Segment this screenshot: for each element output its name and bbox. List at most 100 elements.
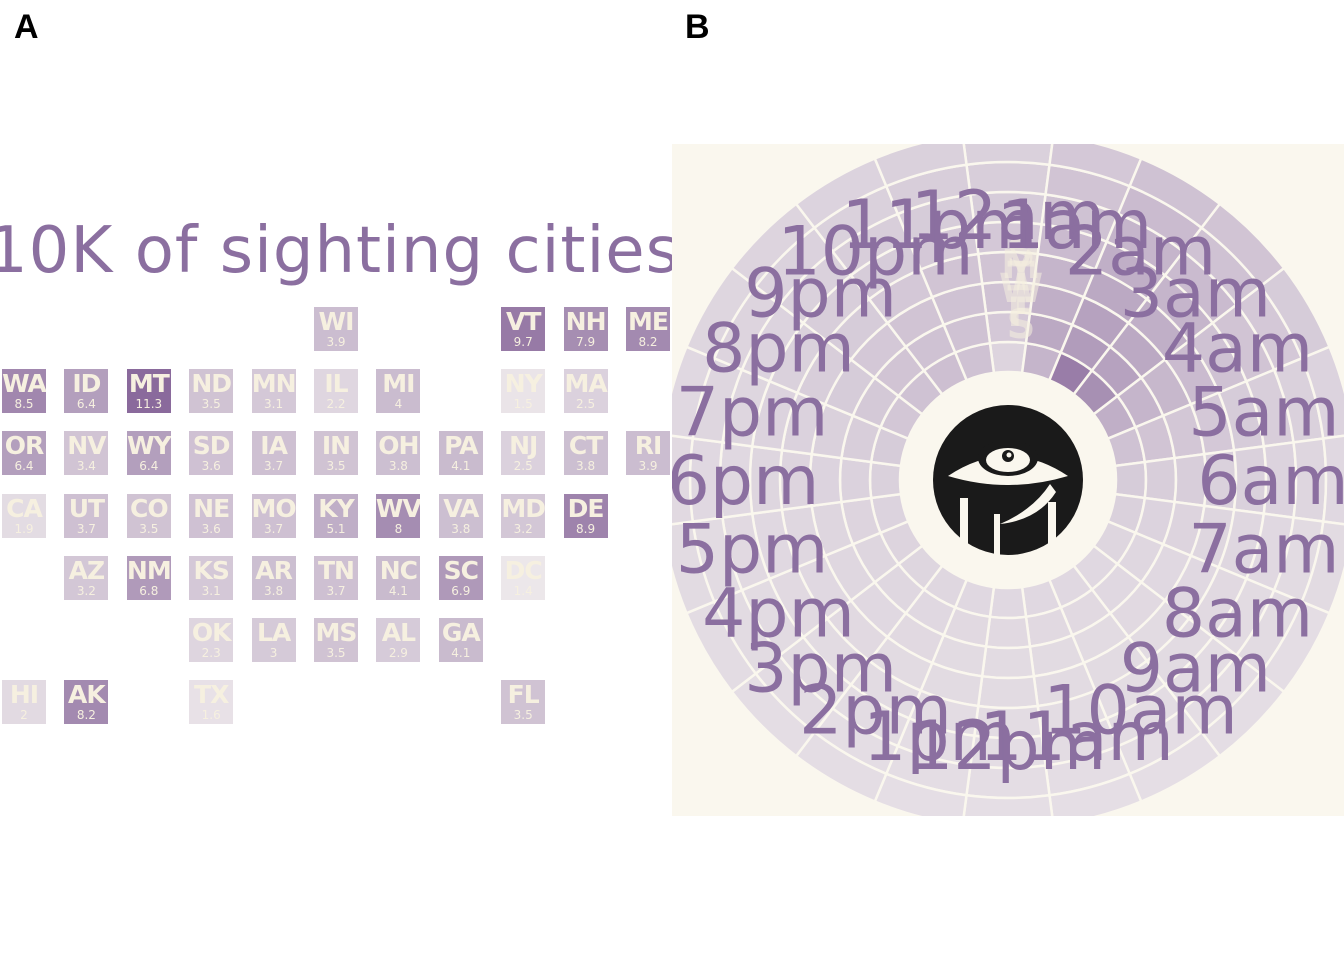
state-tile-map: 10K of sighting cities WI 3.9 VT 9.7 NH 7.9 ME… — [0, 214, 672, 725]
hour-label-12am: 12am — [911, 177, 1105, 256]
state-value: 3.6 — [201, 521, 221, 536]
state-value: 4.1 — [388, 583, 408, 598]
state-value: 3.9 — [638, 459, 658, 474]
state-value: 2.5 — [576, 397, 596, 412]
heat-cell-12pm-ring-0 — [988, 585, 1028, 620]
state-tile-nv: NV 3.4 — [64, 431, 109, 476]
panel-b-label: B — [685, 8, 710, 46]
state-value: 6.4 — [76, 397, 96, 412]
state-tile-vt: VT 9.7 — [501, 307, 546, 351]
state-tile-ga: GA 4.1 — [438, 618, 483, 662]
day-letter: F — [1007, 290, 1034, 336]
hour-label-11pm: 11pm — [841, 186, 1037, 265]
state-tile-co: CO 3.5 — [126, 493, 171, 538]
state-tile-sc: SC 6.9 — [438, 555, 483, 600]
hour-label-3am: 3am — [1120, 255, 1271, 334]
hour-label-10pm: 10pm — [778, 213, 974, 292]
hour-label-11am: 11am — [979, 698, 1173, 777]
state-value: 4.1 — [451, 646, 471, 660]
state-abbr: WI — [318, 307, 355, 336]
hour-label-12pm: 12pm — [910, 707, 1106, 786]
hour-label-7am: 7am — [1188, 511, 1339, 590]
ufo-icon-part — [994, 514, 1000, 564]
state-abbr: NH — [565, 307, 607, 336]
heat-cell-12am-ring-7 — [962, 144, 1054, 167]
hour-label-4am: 4am — [1162, 310, 1313, 389]
state-abbr: TX — [194, 680, 229, 710]
state-abbr: WA — [2, 369, 46, 399]
state-tile-al: AL 2.9 — [376, 618, 421, 662]
state-abbr: PA — [444, 431, 478, 461]
state-tile-tn: TN 3.7 — [314, 555, 358, 600]
state-abbr: CT — [568, 431, 603, 461]
state-tile-hi: HI 2 — [2, 680, 46, 725]
state-abbr: GA — [441, 618, 481, 647]
state-abbr: NE — [193, 493, 230, 523]
state-value: 2.5 — [513, 459, 533, 474]
state-tile-md: MD 3.2 — [501, 493, 546, 538]
state-tile-az: AZ 3.2 — [64, 555, 109, 600]
hour-label-5pm: 5pm — [676, 511, 829, 590]
state-tile-ar: AR 3.8 — [251, 555, 296, 600]
state-abbr: AR — [255, 555, 293, 585]
state-abbr: MS — [315, 618, 358, 647]
state-abbr: MD — [501, 493, 545, 523]
hour-label-2am: 2am — [1065, 213, 1216, 292]
ufo-icon-part — [1048, 502, 1056, 552]
state-abbr: ME — [628, 307, 669, 336]
state-abbr: AL — [381, 618, 416, 647]
state-value: 6.4 — [139, 459, 159, 474]
state-abbr: IA — [260, 431, 288, 461]
hour-label-4pm: 4pm — [702, 575, 855, 654]
state-value: 7.9 — [576, 335, 596, 349]
heat-cell-6am-ring-1 — [1143, 456, 1178, 504]
state-tile-ut: UT 3.7 — [64, 493, 109, 538]
state-value: 8 — [394, 521, 403, 536]
state-abbr: VT — [505, 307, 541, 336]
state-value: 9.7 — [513, 335, 533, 349]
ufo-icon — [933, 405, 1083, 564]
state-tile-nj: NJ 2.5 — [501, 431, 546, 476]
state-tile-ky: KY 5.1 — [314, 493, 358, 538]
state-tile-nm: NM 6.8 — [126, 555, 171, 600]
state-abbr: WV — [376, 493, 421, 523]
state-value: 2 — [20, 708, 28, 723]
state-value: 3.5 — [139, 521, 159, 536]
day-letter: T — [1007, 278, 1035, 324]
heat-cell-11pm-ring-7 — [873, 144, 968, 188]
state-abbr: IL — [324, 369, 348, 399]
hour-label-8pm: 8pm — [702, 310, 855, 389]
state-abbr: MO — [251, 493, 296, 523]
day-letter: M — [1001, 242, 1041, 288]
state-abbr: OK — [191, 618, 232, 647]
hour-label-7pm: 7pm — [676, 373, 829, 452]
chart-title: 10K of sighting cities — [0, 214, 672, 288]
state-abbr: NM — [126, 555, 171, 585]
state-tile-ct: CT 3.8 — [563, 431, 608, 476]
ufo-icon-part — [1006, 452, 1012, 458]
state-abbr: CA — [6, 493, 43, 523]
state-tile-tx: TX 1.6 — [189, 680, 234, 725]
heat-cell-6pm-ring-0 — [868, 460, 903, 500]
hour-label-9am: 9am — [1120, 629, 1271, 708]
ufo-icon-part — [960, 498, 968, 553]
state-tile-wy: WY 6.4 — [126, 431, 171, 476]
state-value: 3.7 — [264, 459, 284, 474]
state-value: 3.5 — [326, 459, 346, 474]
state-value: 8.2 — [76, 708, 96, 723]
state-value: 3 — [269, 646, 278, 660]
state-value: 3.6 — [201, 459, 221, 474]
state-abbr: NY — [504, 369, 543, 399]
hour-label-2pm: 2pm — [799, 671, 952, 750]
state-abbr: VA — [443, 493, 479, 523]
state-abbr: OR — [4, 431, 45, 461]
state-value: 3.1 — [264, 397, 284, 412]
state-tile-wv: WV 8 — [376, 493, 421, 538]
state-value: 1.9 — [14, 521, 34, 536]
state-abbr: MN — [251, 369, 296, 399]
state-abbr: KS — [193, 555, 229, 585]
state-abbr: SC — [443, 555, 479, 585]
state-abbr: UT — [68, 493, 105, 523]
state-tile-me: ME 8.2 — [626, 307, 670, 351]
state-value: 3.2 — [513, 521, 533, 536]
